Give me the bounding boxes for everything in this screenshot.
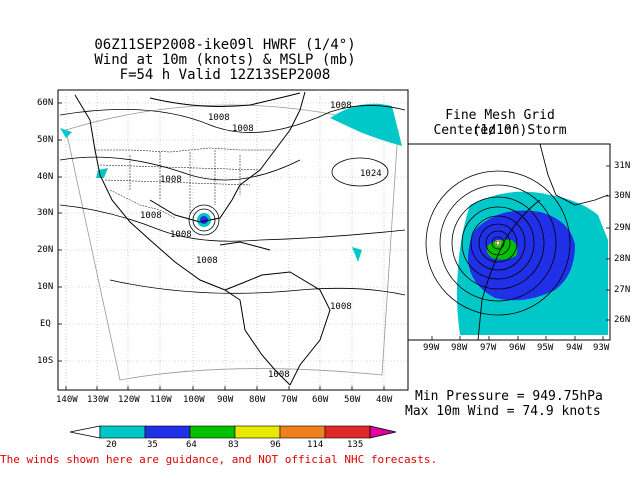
fine-lat-label-29n: 29N — [614, 223, 631, 233]
storm-center-marker — [495, 240, 501, 246]
fine-lat-label-26n: 26N — [614, 315, 631, 325]
colorbar-label-83: 83 — [228, 440, 239, 450]
colorbar-high-arrow — [369, 425, 397, 439]
isobar-label-high: 1024 — [360, 169, 382, 179]
colorbar-label-64: 64 — [186, 440, 197, 450]
isobar-label: 1008 — [268, 370, 290, 380]
lat-label-60n: 60N — [37, 98, 54, 108]
lon-label-110w: 110W — [150, 395, 172, 405]
fine-lon-label-97w: 97W — [480, 343, 497, 353]
fine-lon-label-99w: 99W — [423, 343, 440, 353]
chart-title-line1: 06Z11SEP2008-ike09l HWRF (1/4°) — [94, 37, 356, 53]
max-wind-readout: Max 10m Wind = 74.9 knots — [405, 404, 601, 419]
chart-title-line2: Wind at 10m (knots) & MSLP (mb) — [94, 52, 356, 68]
fine-mesh-ticks — [431, 165, 610, 340]
wind-shade-pacific-nw — [60, 128, 72, 138]
fine-lat-label-27n: 27N — [614, 285, 631, 295]
chart-title-line3: F=54 h Valid 12Z13SEP2008 — [119, 67, 331, 83]
fine-mesh-subtitle: Centered on Storm — [433, 123, 567, 138]
fine-lon-label-98w: 98W — [451, 343, 468, 353]
lon-label-60w: 60W — [312, 395, 329, 405]
lon-label-80w: 80W — [249, 395, 266, 405]
lat-label-10s: 10S — [37, 356, 54, 366]
isobar-label: 1008 — [170, 230, 192, 240]
fine-mesh-title: Fine Mesh Grid (1/10°) — [445, 108, 555, 138]
colorbar-bin — [144, 425, 191, 439]
lat-label-20n: 20N — [37, 245, 54, 255]
political-borders — [95, 147, 275, 219]
colorbar-label-35: 35 — [147, 440, 158, 450]
lat-label-50n: 50N — [37, 135, 54, 145]
large-map-ticks — [58, 102, 385, 390]
fine-lat-label-30n: 30N — [614, 191, 631, 201]
fine-lon-label-95w: 95W — [537, 343, 554, 353]
colorbar-label-96: 96 — [270, 440, 281, 450]
lat-label-30n: 30N — [37, 208, 54, 218]
min-pressure-readout: Min Pressure = 949.75hPa — [415, 389, 603, 404]
lat-label-40n: 40N — [37, 172, 54, 182]
isobar-label: 1008 — [330, 302, 352, 312]
lat-label-eq: EQ — [40, 319, 51, 329]
colorbar-bin — [279, 425, 326, 439]
fine-wind-35kt — [468, 210, 575, 301]
lon-label-50w: 50W — [344, 395, 361, 405]
lon-label-90w: 90W — [217, 395, 234, 405]
colorbar-label-135: 135 — [347, 440, 364, 450]
isobar-label: 1008 — [196, 256, 218, 266]
guidance-disclaimer: The winds shown here are guidance, and N… — [0, 453, 438, 466]
fine-lat-label-31n: 31N — [614, 161, 631, 171]
isobar-label: 1008 — [208, 113, 230, 123]
colorbar-label-114: 114 — [307, 440, 324, 450]
lon-label-100w: 100W — [183, 395, 205, 405]
isobar-label: 1008 — [330, 101, 352, 111]
lon-label-40w: 40W — [376, 395, 393, 405]
colorbar-bin — [189, 425, 236, 439]
isobar-label: 1008 — [160, 175, 182, 185]
colorbar-low-arrow — [69, 425, 101, 439]
colorbar-label-20: 20 — [106, 440, 117, 450]
lon-label-130w: 130W — [87, 395, 109, 405]
fine-lon-label-96w: 96W — [509, 343, 526, 353]
wind-shade-east-caribbean — [352, 247, 362, 262]
colorbar-bin — [324, 425, 371, 439]
lon-label-120w: 120W — [118, 395, 140, 405]
isobar-label: 1008 — [232, 124, 254, 134]
wind-shade-north-atlantic — [330, 103, 402, 146]
lon-label-140w: 140W — [56, 395, 78, 405]
coastlines — [74, 91, 331, 386]
fine-coastline — [477, 143, 609, 341]
lat-label-10n: 10N — [37, 282, 54, 292]
fine-lon-label-93w: 93W — [593, 343, 610, 353]
fine-lat-label-28n: 28N — [614, 254, 631, 264]
isobar-label: 1008 — [140, 211, 162, 221]
colorbar-bin — [234, 425, 281, 439]
colorbar-bin — [99, 425, 146, 439]
fine-lon-label-94w: 94W — [566, 343, 583, 353]
lon-label-70w: 70W — [281, 395, 298, 405]
fine-isobars — [425, 170, 571, 316]
